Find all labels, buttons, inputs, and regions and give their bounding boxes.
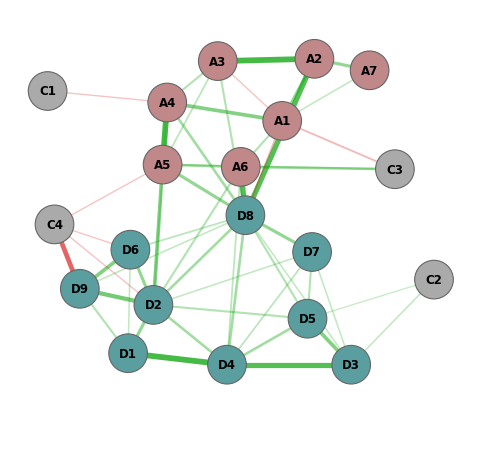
Circle shape: [109, 334, 148, 373]
Text: D4: D4: [218, 358, 236, 371]
Text: D3: D3: [342, 358, 360, 371]
Text: C1: C1: [39, 85, 56, 98]
Text: A3: A3: [209, 56, 226, 68]
Text: A2: A2: [306, 53, 323, 66]
Circle shape: [288, 300, 327, 338]
Text: A1: A1: [274, 115, 291, 128]
Circle shape: [226, 196, 264, 235]
Text: A5: A5: [154, 159, 172, 172]
Circle shape: [263, 102, 302, 141]
Circle shape: [35, 206, 74, 244]
Circle shape: [414, 261, 454, 299]
Circle shape: [144, 146, 182, 185]
Circle shape: [350, 52, 389, 90]
Circle shape: [111, 231, 150, 269]
Text: C3: C3: [386, 163, 404, 176]
Text: C4: C4: [46, 218, 63, 231]
Circle shape: [28, 73, 67, 111]
Circle shape: [332, 346, 370, 384]
Text: D6: D6: [122, 244, 140, 257]
Text: D8: D8: [236, 209, 254, 222]
Text: A4: A4: [158, 97, 176, 110]
Text: C2: C2: [426, 274, 442, 286]
Text: A6: A6: [232, 161, 250, 174]
Circle shape: [222, 148, 260, 187]
Text: D2: D2: [144, 299, 162, 312]
Text: D7: D7: [303, 246, 321, 259]
Text: A7: A7: [361, 65, 378, 78]
Circle shape: [148, 84, 186, 123]
Circle shape: [295, 40, 334, 79]
Circle shape: [198, 43, 237, 81]
Circle shape: [208, 346, 246, 384]
Text: D9: D9: [71, 283, 89, 296]
Text: D1: D1: [119, 347, 137, 360]
Text: D5: D5: [298, 313, 316, 325]
Circle shape: [376, 151, 414, 189]
Circle shape: [293, 233, 332, 272]
Circle shape: [134, 286, 172, 325]
Circle shape: [60, 270, 99, 308]
